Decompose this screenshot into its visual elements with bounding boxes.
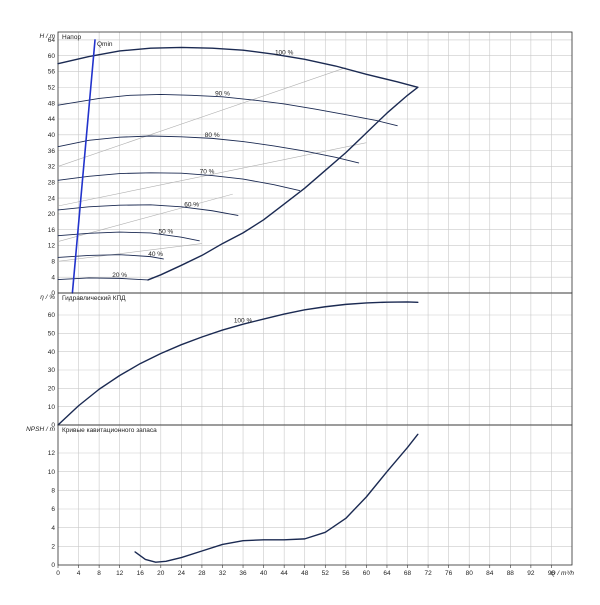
y-tick-label: 4	[51, 274, 55, 281]
x-tick-label: 80	[466, 570, 474, 577]
series-line	[57, 135, 360, 164]
series-label: 50 %	[159, 229, 174, 236]
x-tick-label: 24	[178, 570, 186, 577]
y-tick-label: 40	[48, 349, 56, 356]
panel-title: Гидравлический КПД	[62, 294, 126, 302]
panel-frame	[57, 424, 573, 566]
y-tick-label: 20	[48, 211, 56, 218]
series-line	[57, 277, 149, 281]
efficiency-line	[57, 193, 233, 242]
efficiency-line	[57, 67, 346, 167]
x-tick-label: 0	[56, 570, 60, 577]
y-tick-label: 40	[48, 132, 56, 139]
y-tick-label: 56	[48, 69, 56, 76]
y-tick-label: 30	[48, 367, 56, 374]
x-axis-label: Q / m³/h	[551, 570, 575, 577]
series-label: 80 %	[205, 132, 220, 139]
series-label: 100 %	[234, 318, 253, 325]
panel-title: Кривые кавитационного запаса	[62, 427, 157, 434]
y-tick-label: 60	[48, 312, 56, 319]
y-tick-label: 2	[51, 544, 55, 551]
x-tick-label: 72	[424, 570, 432, 577]
x-tick-label: 96	[548, 570, 556, 577]
series-label: 60 %	[184, 202, 199, 209]
series-label: 40 %	[148, 251, 163, 258]
x-tick-label: 36	[239, 570, 247, 577]
y-axis-label: η / %	[40, 294, 55, 301]
x-tick-label: 28	[198, 570, 206, 577]
y-tick-label: 24	[48, 195, 56, 202]
y-tick-label: 12	[48, 243, 56, 250]
x-tick-label: 76	[445, 570, 453, 577]
x-tick-label: 60	[363, 570, 371, 577]
y-tick-label: 50	[48, 331, 56, 338]
x-tick-label: 12	[116, 570, 124, 577]
series-line	[134, 433, 419, 563]
y-tick-label: 44	[48, 116, 56, 123]
x-tick-label: 4	[77, 570, 81, 577]
y-tick-label: 60	[48, 53, 56, 60]
y-tick-label: 0	[51, 422, 55, 429]
y-tick-label: 8	[51, 259, 55, 266]
y-tick-label: 48	[48, 100, 56, 107]
y-tick-label: 64	[48, 37, 56, 44]
x-tick-label: 40	[260, 570, 268, 577]
series-line	[147, 86, 419, 281]
y-tick-label: 10	[48, 469, 56, 476]
panel-title: Напор	[62, 34, 81, 41]
y-tick-label: 8	[51, 488, 55, 495]
y-tick-label: 0	[51, 562, 55, 569]
series-line	[57, 46, 419, 89]
series-line	[57, 172, 301, 192]
y-axis-label: NPSH / m	[26, 426, 55, 433]
y-tick-label: 52	[48, 85, 56, 92]
series-label: 70 %	[200, 169, 215, 176]
series-line	[57, 94, 398, 127]
qmin-line	[71, 39, 96, 294]
x-tick-label: 88	[507, 570, 515, 577]
y-tick-label: 10	[48, 404, 56, 411]
y-axis-label: H / m	[39, 33, 55, 40]
x-tick-label: 48	[301, 570, 309, 577]
x-tick-label: 84	[486, 570, 494, 577]
panel-frame	[57, 31, 573, 294]
x-tick-label: 20	[157, 570, 165, 577]
y-tick-label: 36	[48, 148, 56, 155]
x-tick-label: 92	[527, 570, 535, 577]
series-label: 20 %	[112, 272, 127, 279]
y-tick-label: 0	[51, 290, 55, 297]
efficiency-line	[57, 243, 202, 262]
x-tick-label: 16	[137, 570, 145, 577]
x-tick-label: 8	[97, 570, 101, 577]
series-label: 90 %	[215, 90, 230, 97]
y-tick-label: 16	[48, 227, 56, 234]
x-tick-label: 56	[342, 570, 350, 577]
x-tick-label: 44	[281, 570, 289, 577]
y-tick-label: 6	[51, 506, 55, 513]
y-tick-label: 20	[48, 386, 56, 393]
y-tick-label: 28	[48, 179, 56, 186]
y-tick-label: 32	[48, 164, 56, 171]
x-tick-label: 32	[219, 570, 227, 577]
series-line	[57, 301, 419, 426]
series-label: Qmin	[97, 41, 113, 48]
panel-frame	[57, 292, 573, 426]
y-tick-label: 12	[48, 450, 56, 457]
series-line	[57, 254, 164, 260]
series-line	[57, 231, 200, 242]
x-tick-label: 64	[383, 570, 391, 577]
y-tick-label: 4	[51, 525, 55, 532]
x-tick-label: 68	[404, 570, 412, 577]
series-label: 100 %	[275, 49, 294, 56]
x-tick-label: 52	[322, 570, 330, 577]
series-line	[57, 204, 239, 216]
